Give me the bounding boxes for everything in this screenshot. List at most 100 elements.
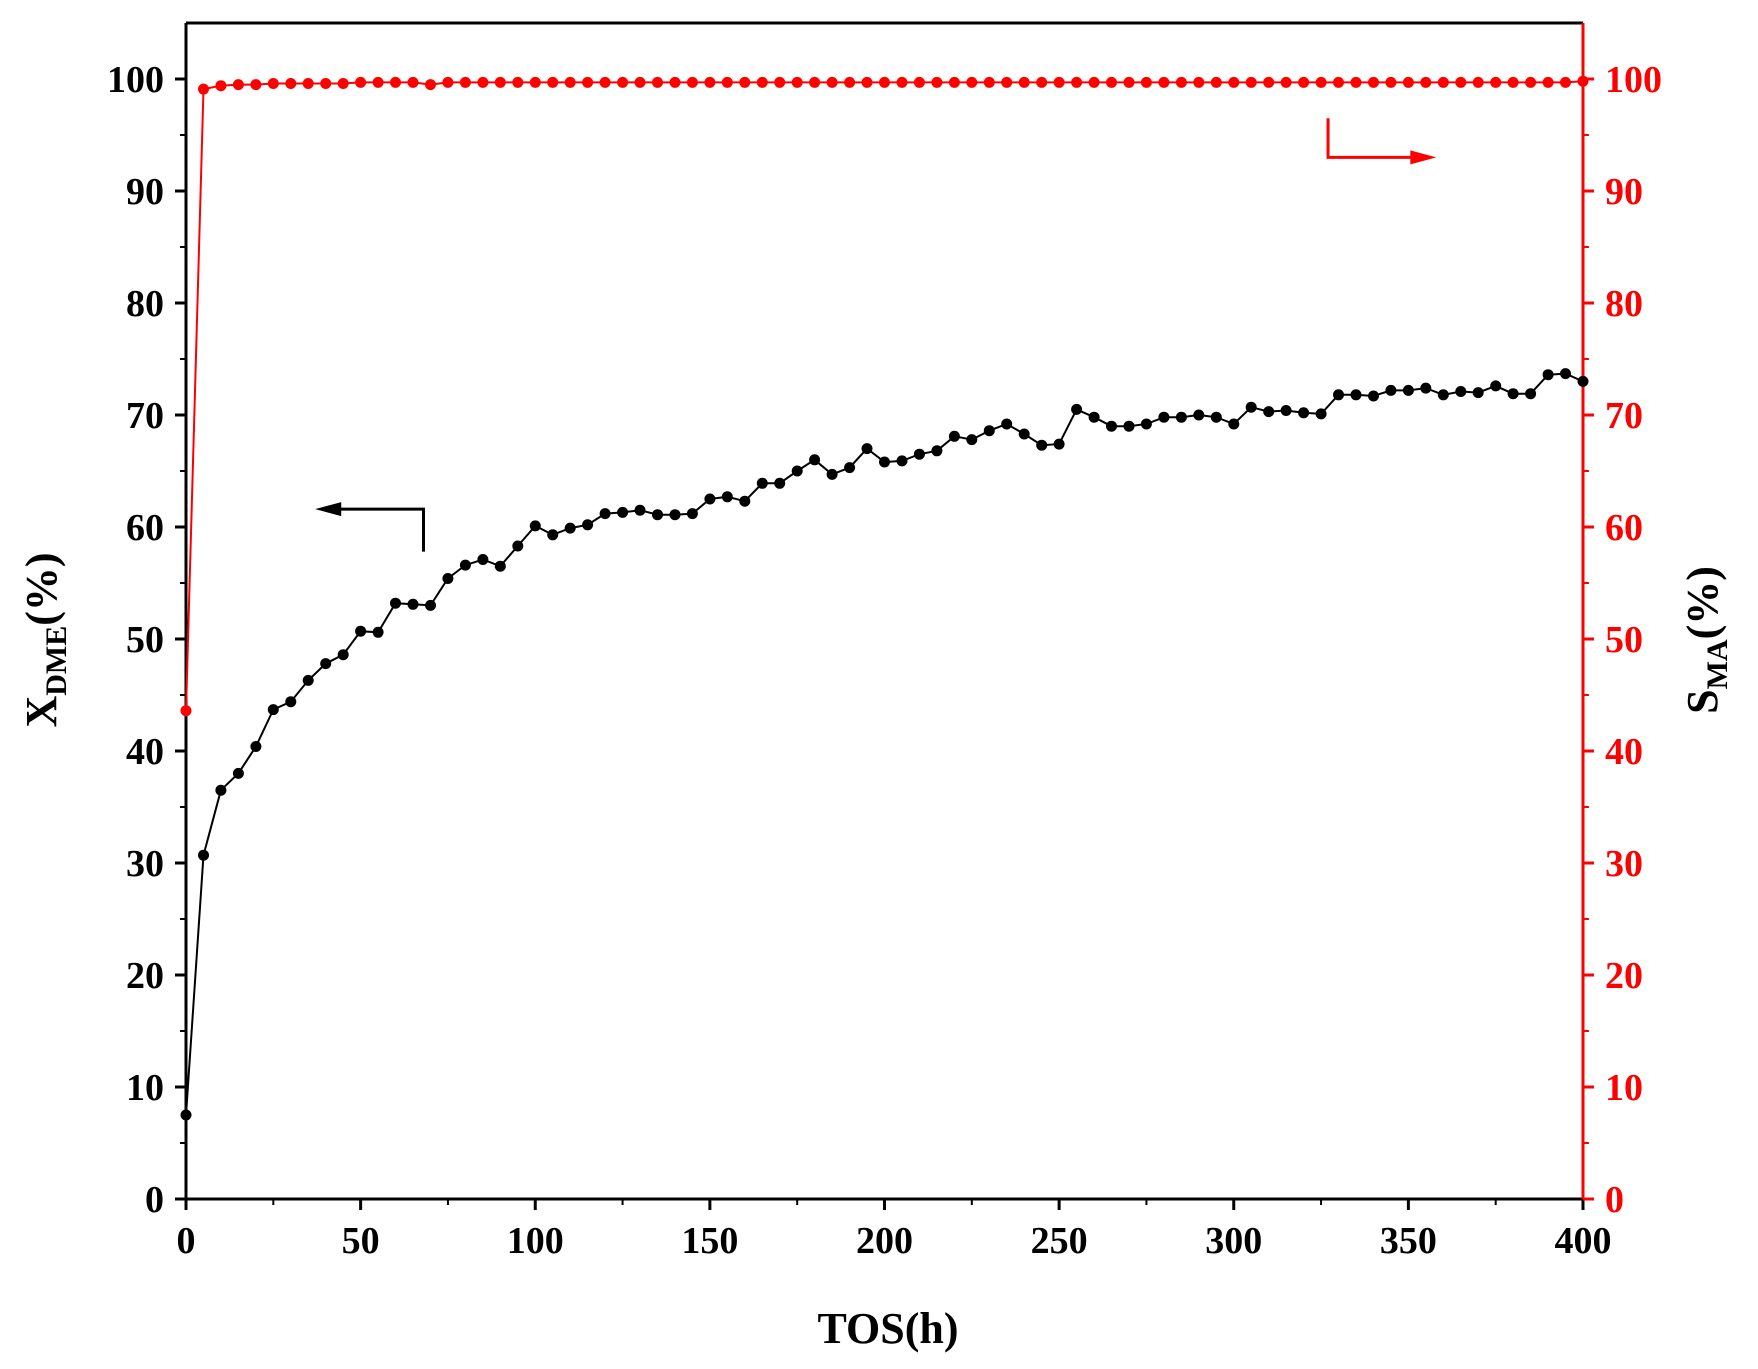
left-series-point <box>1210 411 1222 423</box>
left-y-tick-label: 70 <box>126 395 164 437</box>
left-series-point <box>1402 384 1414 396</box>
right-series-point <box>1437 76 1449 88</box>
right-series-point <box>1560 76 1571 88</box>
right-y-tick-label: 30 <box>1605 843 1643 885</box>
left-series-point <box>669 509 681 521</box>
plot-frame <box>184 21 1585 1201</box>
left-series-point <box>721 491 733 503</box>
left-y-axis-title-subscript: DME <box>40 626 73 696</box>
right-series-point <box>320 78 332 89</box>
left-y-axis-title-main: X <box>17 696 66 728</box>
left-series-point <box>826 468 838 480</box>
right-series-point <box>983 76 995 88</box>
x-tick-label: 150 <box>681 1220 738 1262</box>
right-series-point <box>1280 76 1292 88</box>
left-series-point <box>1472 387 1484 399</box>
x-tick-label: 0 <box>177 1220 196 1262</box>
right-y-axis-title-suffix: (%) <box>1678 566 1727 639</box>
right-y-axis-title-main: S <box>1678 689 1727 713</box>
right-series-point <box>232 79 244 91</box>
right-series-point <box>1333 76 1344 88</box>
left-y-tick-label: 50 <box>126 619 164 661</box>
left-series-point <box>739 495 751 507</box>
right-series-point <box>686 76 698 88</box>
left-series-point <box>1140 418 1152 430</box>
right-series-point <box>215 80 227 92</box>
left-y-tick-label: 100 <box>107 59 164 101</box>
right-series-point <box>1368 76 1379 88</box>
right-y-tick-label: 90 <box>1605 171 1643 213</box>
left-series-point <box>599 508 611 520</box>
right-series-point <box>774 76 786 88</box>
left-series-point <box>512 540 524 552</box>
right-series-point <box>966 76 978 88</box>
left-series-point <box>529 520 541 532</box>
left-series-point <box>582 519 594 531</box>
left-series-point <box>1368 390 1379 402</box>
right-series-point <box>355 76 367 88</box>
right-series-point <box>459 76 471 88</box>
left-series-point <box>896 455 908 467</box>
x-axis-ticks: 0 50 100 150 200 250 300 350 400 <box>177 1199 1612 1262</box>
left-series-point <box>1280 405 1292 416</box>
annotation-layer <box>315 118 1437 552</box>
right-y-tick-label: 60 <box>1605 507 1643 549</box>
right-series-point <box>1106 76 1117 88</box>
right-series-point <box>599 76 611 88</box>
right-series-point <box>791 76 803 88</box>
left-series-point <box>844 462 856 474</box>
right-series-point <box>494 76 506 88</box>
right-series-point <box>582 76 594 88</box>
right-series-point <box>1036 76 1048 88</box>
left-series-point <box>1420 382 1432 394</box>
right-series-point <box>634 76 646 88</box>
right-series-point <box>337 78 349 89</box>
left-series-point <box>1315 408 1327 420</box>
right-series-point <box>529 76 541 88</box>
x-tick-label: 200 <box>856 1220 913 1262</box>
x-tick-label: 250 <box>1031 1220 1088 1262</box>
right-series-point <box>1001 76 1013 88</box>
left-series-point <box>913 448 925 460</box>
right-series-point <box>564 76 576 88</box>
x-tick-label: 50 <box>342 1220 380 1262</box>
left-series-point <box>180 1109 192 1121</box>
left-series-point <box>1542 369 1554 381</box>
right-series-point <box>372 76 384 88</box>
right-series-point <box>285 78 297 89</box>
left-series-point <box>1088 411 1100 423</box>
right-series-point <box>948 76 960 88</box>
left-series-point <box>791 465 803 477</box>
left-series-point <box>1385 384 1397 396</box>
right-y-axis-title-subscript: MA <box>1701 639 1734 689</box>
right-series-point <box>1088 76 1100 88</box>
left-series-point <box>1525 388 1537 400</box>
right-series-point <box>267 78 279 89</box>
right-series-point <box>1350 76 1362 88</box>
left-series-point <box>774 477 786 489</box>
right-series-point <box>1123 76 1135 88</box>
left-series-point <box>931 445 943 457</box>
right-series-point <box>547 76 559 88</box>
x-tick-label: 350 <box>1380 1220 1437 1262</box>
right-series-point <box>1402 76 1414 88</box>
right-series-point <box>1542 76 1554 88</box>
left-series-point <box>948 430 960 442</box>
left-series-point <box>1350 389 1362 401</box>
left-series-point <box>966 434 978 446</box>
x-tick-label: 100 <box>507 1220 564 1262</box>
right-series-point <box>1263 76 1275 88</box>
left-series-point <box>1298 407 1310 419</box>
left-y-tick-label: 20 <box>126 955 164 997</box>
right-series-point <box>1507 76 1519 88</box>
right-series-point <box>1298 76 1310 88</box>
left-series-point <box>1560 368 1571 380</box>
series-layer <box>180 75 1589 1121</box>
x-tick-label: 300 <box>1205 1220 1262 1262</box>
left-series-point <box>1228 418 1240 430</box>
right-y-tick-label: 80 <box>1605 283 1643 325</box>
right-series-point <box>390 76 401 88</box>
right-axis-arrow-line <box>1326 118 1417 159</box>
